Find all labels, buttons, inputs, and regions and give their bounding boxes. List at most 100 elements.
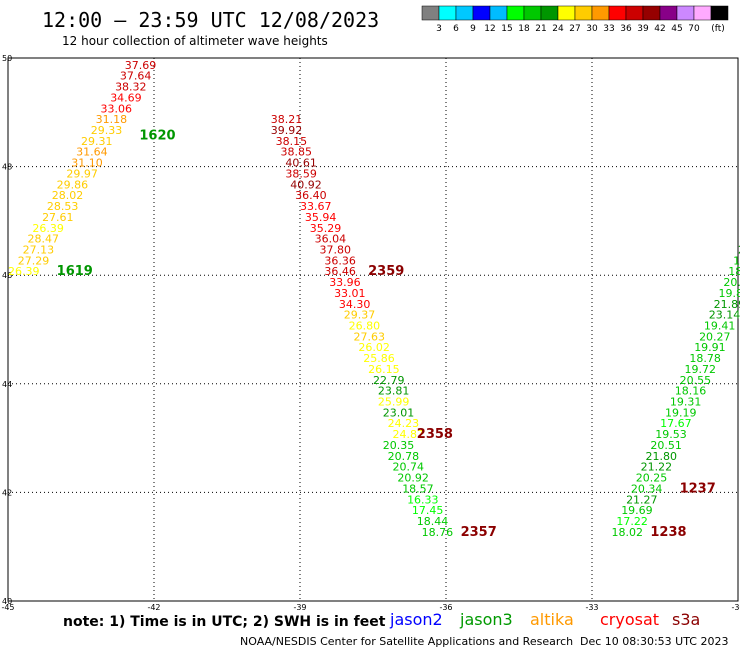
swh-value-label: 23.81	[378, 385, 410, 398]
swh-value-label: 26.39	[32, 222, 64, 235]
colorbar-label: 15	[501, 24, 512, 34]
swh-value-label: 36.36	[324, 254, 356, 267]
swh-value-label: 16.33	[407, 493, 439, 506]
swh-value-label: 18.78	[689, 352, 721, 365]
swh-value-label: 21.27	[626, 493, 658, 506]
y-tick-label: 40	[2, 597, 12, 606]
swh-value-label: 27.13	[23, 243, 54, 256]
colorbar-swatch	[489, 5, 508, 21]
swh-value-label: 18.57	[402, 482, 434, 495]
footer-timestamp: Dec 10 08:30:53 UTC 2023	[580, 635, 728, 648]
swh-value-label: 36.46	[324, 265, 356, 278]
time-label: 1620	[139, 128, 175, 143]
time-label: 2358	[417, 427, 453, 442]
swh-value-label: 24.23	[388, 417, 420, 430]
swh-value-label: 37.80	[319, 243, 351, 256]
x-tick-label: -36	[439, 603, 452, 612]
swh-value-label: 21.22	[641, 461, 673, 474]
colorbar-swatch	[693, 5, 712, 21]
swh-value-label: 20.25	[636, 472, 668, 485]
swh-value-label: 18.	[728, 265, 740, 278]
swh-value-label: 27.61	[42, 211, 74, 224]
colorbar-label: 18	[518, 24, 530, 34]
swh-value-label: 26.80	[349, 320, 381, 333]
swh-value-label: 26.39	[8, 265, 40, 278]
x-tick-label: -39	[293, 603, 306, 612]
swh-value-label: 26.02	[358, 341, 390, 354]
x-tick-label: -33	[585, 603, 598, 612]
swh-value-label: 31.18	[96, 113, 128, 126]
swh-value-label: 23.14	[709, 309, 740, 322]
swh-value-label: 19.31	[670, 396, 702, 409]
colorbar-label: 21	[535, 24, 546, 34]
swh-value-label: 28.53	[47, 200, 79, 213]
swh-value-label: 29.86	[57, 178, 89, 191]
swh-value-label: 22.79	[373, 374, 405, 387]
swh-value-label: 33.06	[100, 102, 132, 115]
colorbar-swatch	[642, 5, 661, 21]
y-tick-label: 46	[2, 271, 12, 280]
colorbar-legend: 3 6 9 12 15 18 21 24 27 30 33 36 39 42 45 70 (ft)	[421, 5, 729, 34]
swh-value-label: 33.96	[329, 276, 361, 289]
footer-credit: NOAA/NESDIS Center for Satellite Applica…	[240, 635, 573, 648]
colorbar-swatch	[608, 5, 627, 21]
swh-value-label: 38.85	[281, 146, 313, 159]
plot-frame	[7, 57, 739, 602]
colorbar-swatch	[506, 5, 525, 21]
time-label: 1619	[57, 264, 93, 279]
colorbar-label: 3	[436, 24, 442, 34]
y-tick-label: 50	[2, 54, 12, 63]
swh-value-label: 17.67	[660, 417, 692, 430]
swh-value-label: 18.44	[417, 515, 449, 528]
swh-value-label: 21	[738, 243, 740, 256]
axis-ticks: -45 -42 -39 -36 -33 -30 50 48 46 44 42 40	[1, 54, 740, 612]
legend-entry: jason3	[459, 610, 513, 629]
swh-value-label: 19.72	[684, 363, 716, 376]
satellite-legend: jason2 jason3 altika cryosat s3a	[389, 610, 700, 629]
y-tick-label: 44	[2, 380, 12, 389]
colorbar-swatch	[659, 5, 678, 21]
colorbar-swatch	[438, 5, 457, 21]
swh-value-label: 29.31	[81, 135, 113, 148]
swh-value-label: 21.80	[646, 450, 678, 463]
colorbar-label: 42	[654, 24, 665, 34]
swh-value-label: 28.02	[52, 189, 84, 202]
swh-value-label: 27.63	[354, 330, 386, 343]
x-tick-label: -30	[731, 603, 740, 612]
swh-value-label: 18.76	[422, 526, 454, 539]
swh-value-label: 18.16	[675, 385, 707, 398]
swh-value-label: 35.94	[305, 211, 337, 224]
swh-value-label: 36.04	[315, 233, 347, 246]
colorbar-swatch	[455, 5, 474, 21]
swh-value-label: 17.45	[412, 504, 444, 517]
note-text: note: 1) Time is in UTC; 2) SWH is in fe…	[63, 614, 386, 630]
swh-value-label: 29.37	[344, 309, 376, 322]
swh-value-label: 38.15	[276, 135, 308, 148]
colorbar-swatch	[540, 5, 559, 21]
legend-entry: jason2	[389, 610, 443, 629]
swh-value-label: 28.47	[27, 233, 59, 246]
colorbar-label: 12	[484, 24, 495, 34]
colorbar-swatch	[591, 5, 610, 21]
swh-value-label: 26.15	[368, 363, 400, 376]
swh-value-label: 19.91	[694, 341, 726, 354]
swh-value-label: 33.67	[300, 200, 332, 213]
time-label: 2359	[368, 264, 404, 279]
colorbar-unit: (ft)	[711, 24, 725, 34]
swh-value-label: 21.89	[714, 298, 740, 311]
colorbar-label: 33	[603, 24, 614, 34]
colorbar-swatch	[625, 5, 644, 21]
swh-value-label: 24.87	[392, 428, 424, 441]
swh-value-label: 20.92	[397, 472, 429, 485]
colorbar-label: 24	[552, 24, 564, 34]
time-label: 2357	[461, 525, 497, 540]
grid-lines	[8, 58, 738, 601]
colorbar-label: 39	[637, 24, 649, 34]
chart-subtitle: 12 hour collection of altimeter wave hei…	[62, 34, 328, 48]
colorbar-swatch	[557, 5, 576, 21]
time-label: 1238	[650, 525, 686, 540]
swh-value-label: 34.30	[339, 298, 371, 311]
colorbar-label: 36	[620, 24, 632, 34]
swh-value-label: 38.59	[285, 167, 317, 180]
swh-value-label: 29.33	[91, 124, 123, 137]
